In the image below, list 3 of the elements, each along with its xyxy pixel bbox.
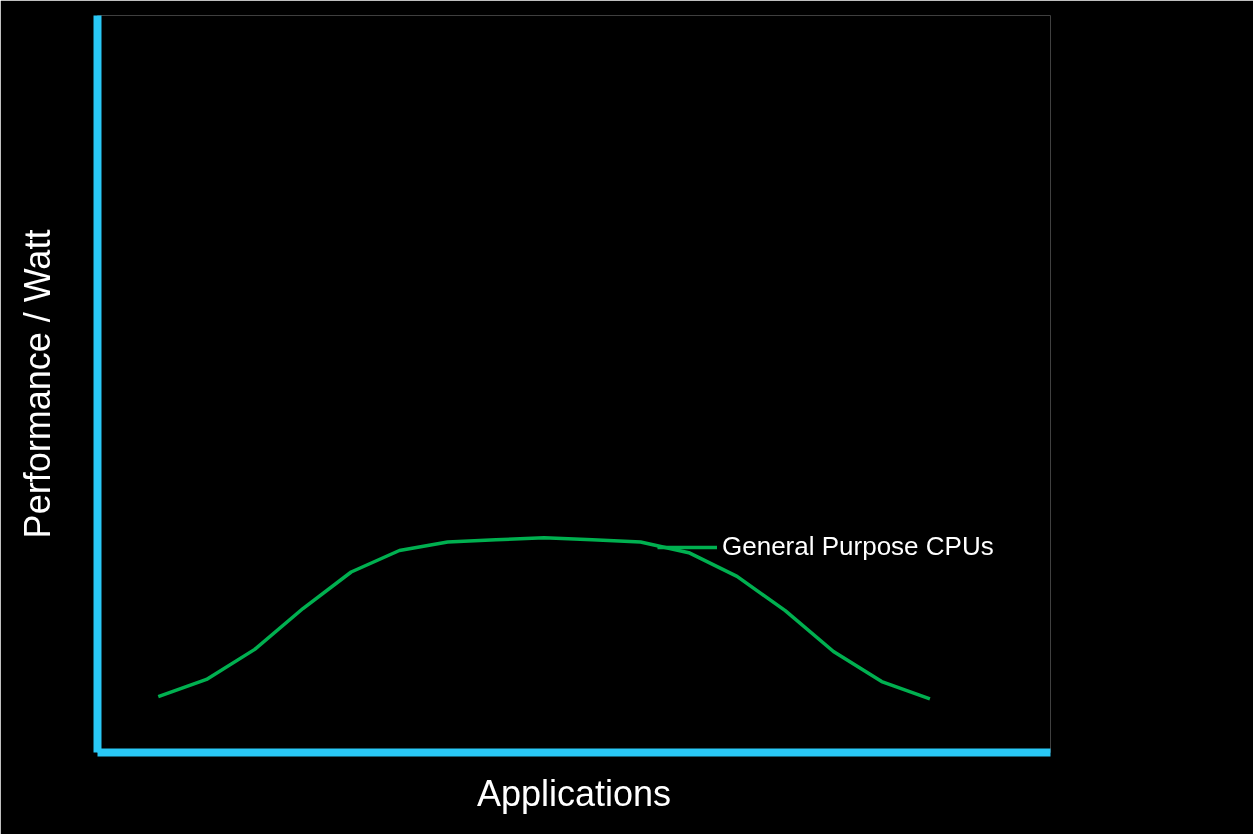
legend-label: General Purpose CPUs (722, 531, 994, 562)
y-axis-title: Performance / Watt (16, 229, 58, 539)
x-axis-title: Applications (476, 772, 672, 814)
